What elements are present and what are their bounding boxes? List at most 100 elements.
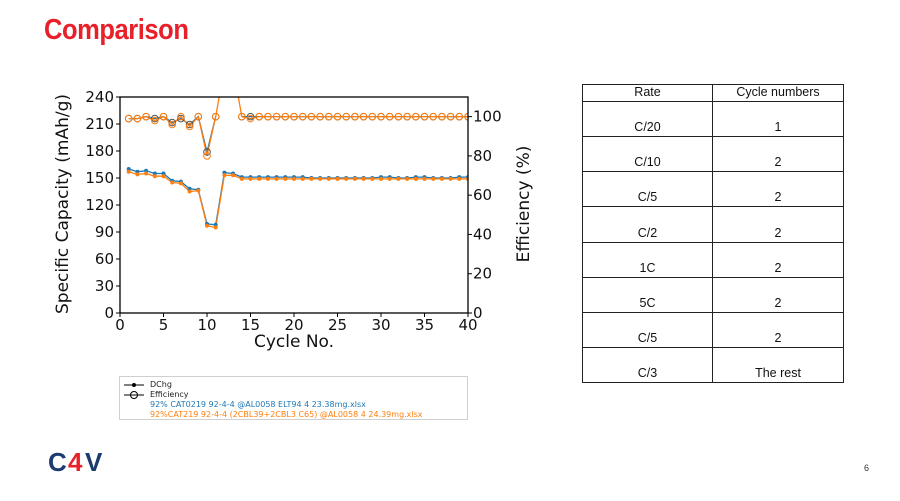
legend-efficiency-label: Efficiency (150, 390, 189, 399)
efficiency-line-series-2 (128, 97, 468, 157)
logo-text: C (48, 447, 67, 477)
dchg-point (335, 176, 340, 181)
x-tick-label: 10 (197, 316, 216, 334)
efficiency-point (394, 112, 403, 121)
rate-table: Rate Cycle numbers C/20 1 C/10 2 C/5 2 C/2 2… (582, 84, 844, 384)
dchg-point (448, 176, 453, 181)
y2-tick-label: 100 (473, 108, 502, 126)
dchg-point (352, 176, 357, 181)
cycles-cell: 2 (712, 136, 844, 173)
dchg-point (205, 223, 209, 228)
dchg-point (283, 176, 288, 181)
dchg-point (413, 176, 418, 181)
dchg-line-series-1 (128, 168, 468, 226)
logo-text-v: V (85, 447, 103, 477)
efficiency-point (438, 112, 446, 121)
x-tick-label: 40 (458, 316, 477, 334)
legend-series-2-label: 92%CAT219 92-4-4 (2CBL39+2CBL3 C65) @AL0… (150, 410, 423, 419)
y-axis-label: Specific Capacity (mAh/g) (53, 94, 73, 314)
efficiency-point (333, 112, 342, 121)
efficiency-point (168, 118, 176, 127)
efficiency-point (230, 64, 237, 71)
efficiency-point (142, 112, 150, 121)
y2-axis-label: Efficiency (%) (514, 146, 534, 263)
dchg-point (431, 176, 436, 181)
legend-series-1-label: 92% CAT0219 92-4-4 @AL0058 ELT94 4 23.38… (150, 400, 366, 409)
dchg-point (439, 176, 444, 181)
dchg-point (239, 176, 244, 181)
x-axis-label: Cycle No. (254, 332, 334, 352)
efficiency-point (203, 148, 211, 156)
y2-tick-label: 40 (473, 225, 492, 243)
cycles-cell: 2 (712, 206, 844, 243)
dchg-point (144, 171, 149, 176)
y-tick-label: 30 (95, 277, 114, 295)
efficiency-point (168, 120, 176, 129)
efficiency-point (281, 112, 290, 121)
efficiency-point (238, 112, 246, 121)
legend-dchg-label: DChg (150, 380, 172, 389)
efficiency-point (342, 112, 351, 121)
dchg-point (318, 176, 323, 181)
efficiency-point (377, 112, 385, 121)
y2-tick-label: 60 (473, 186, 492, 204)
dchg-point (222, 173, 227, 178)
dchg-point (309, 176, 314, 181)
efficiency-point (403, 112, 411, 121)
table-header-row: Rate Cycle numbers (582, 84, 844, 102)
header-rate: Rate (582, 84, 713, 102)
x-tick-label: 15 (241, 316, 260, 334)
efficiency-point (420, 112, 429, 121)
dchg-point (361, 176, 366, 181)
efficiency-point (246, 112, 255, 121)
dchg-point (265, 176, 270, 181)
efficiency-point (151, 114, 159, 123)
company-logo: C 4 V (48, 447, 103, 477)
x-tick-label: 35 (415, 316, 434, 334)
rate-cell: 5C (582, 276, 713, 313)
dchg-point (161, 174, 166, 179)
table-row: C/3 The rest (582, 346, 844, 384)
efficiency-point (203, 152, 211, 160)
table-row: C/10 2 (582, 136, 844, 173)
chart-legend: DChg Efficiency 92% CAT0219 92-4-4 @AL00… (119, 376, 468, 420)
page-number: 6 (864, 463, 870, 473)
plot-frame (119, 96, 469, 314)
y-tick-label: 90 (95, 223, 114, 241)
efficiency-point (316, 112, 324, 121)
efficiency-point (177, 114, 185, 123)
efficiency-point (446, 112, 455, 121)
rate-cell: 1C (582, 241, 713, 278)
y-tick-label: 240 (85, 88, 114, 106)
efficiency-point (185, 120, 194, 129)
y-tick-label: 0 (104, 304, 114, 322)
cycles-cell: 2 (712, 241, 844, 278)
efficiency-point (194, 112, 203, 121)
slide-title: Comparison (44, 14, 189, 46)
rate-cell: C/5 (582, 171, 713, 208)
efficiency-point (464, 112, 468, 121)
rate-cell: C/20 (582, 100, 713, 138)
efficiency-point (185, 122, 194, 131)
dchg-point (135, 172, 140, 177)
efficiency-point (307, 112, 316, 121)
dchg-point (196, 188, 201, 193)
dchg-point (187, 189, 192, 194)
y-tick-label: 120 (85, 196, 114, 214)
rate-cell: C/2 (582, 206, 713, 243)
y-tick-label: 150 (85, 169, 114, 187)
efficiency-point (221, 64, 228, 71)
logo-text-4: 4 (68, 447, 83, 477)
efficiency-point (272, 112, 281, 121)
dchg-point (248, 176, 253, 181)
efficiency-point (412, 112, 420, 121)
dchg-point (300, 176, 305, 181)
dchg-point (170, 180, 175, 185)
dchg-point (231, 173, 236, 178)
efficiency-point (290, 112, 298, 121)
dchg-point (326, 176, 331, 181)
x-tick-label: 20 (284, 316, 303, 334)
dchg-point (257, 176, 262, 181)
dchg-point (344, 176, 349, 181)
cycles-cell: 2 (712, 171, 844, 208)
